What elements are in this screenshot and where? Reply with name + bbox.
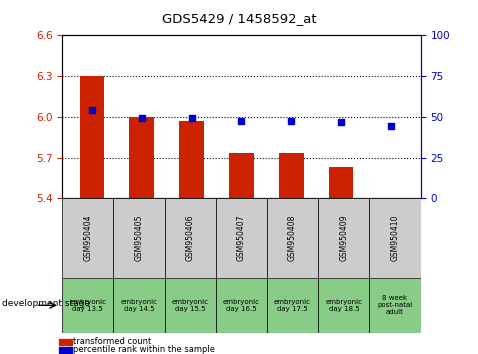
Bar xyxy=(328,167,353,198)
Bar xyxy=(113,198,164,278)
Point xyxy=(287,118,295,124)
Bar xyxy=(216,278,267,333)
Text: GSM950404: GSM950404 xyxy=(83,215,92,261)
Bar xyxy=(267,198,318,278)
Bar xyxy=(229,153,254,198)
Point xyxy=(88,107,96,113)
Bar xyxy=(279,153,304,198)
Text: embryonic
day 18.5: embryonic day 18.5 xyxy=(326,299,362,312)
Bar xyxy=(318,278,369,333)
Bar xyxy=(369,278,421,333)
Bar xyxy=(318,198,369,278)
Text: GSM950406: GSM950406 xyxy=(185,215,195,261)
Bar xyxy=(62,198,113,278)
Text: embryonic
day 13.5: embryonic day 13.5 xyxy=(69,299,106,312)
Bar xyxy=(216,198,267,278)
Text: embryonic
day 17.5: embryonic day 17.5 xyxy=(274,299,311,312)
Text: GSM950409: GSM950409 xyxy=(339,215,348,261)
Text: GDS5429 / 1458592_at: GDS5429 / 1458592_at xyxy=(162,12,316,25)
Bar xyxy=(130,117,154,198)
Point xyxy=(238,118,245,124)
Text: embryonic
day 16.5: embryonic day 16.5 xyxy=(223,299,260,312)
Bar xyxy=(79,76,105,198)
Text: GSM950405: GSM950405 xyxy=(134,215,143,261)
Bar xyxy=(179,121,204,198)
Bar xyxy=(113,278,164,333)
Bar xyxy=(62,278,113,333)
Bar xyxy=(164,198,216,278)
Bar xyxy=(369,198,421,278)
Text: GSM950407: GSM950407 xyxy=(237,215,246,261)
Bar xyxy=(164,278,216,333)
Text: embryonic
day 14.5: embryonic day 14.5 xyxy=(120,299,157,312)
Text: embryonic
day 15.5: embryonic day 15.5 xyxy=(172,299,209,312)
Point xyxy=(387,124,394,129)
Point xyxy=(138,115,146,121)
Text: percentile rank within the sample: percentile rank within the sample xyxy=(73,345,215,354)
Bar xyxy=(267,278,318,333)
Text: 8 week
post-natal
adult: 8 week post-natal adult xyxy=(378,295,413,315)
Text: GSM950410: GSM950410 xyxy=(391,215,400,261)
Text: transformed count: transformed count xyxy=(73,337,151,346)
Text: development stage: development stage xyxy=(2,299,90,308)
Point xyxy=(188,115,196,121)
Text: GSM950408: GSM950408 xyxy=(288,215,297,261)
Point xyxy=(337,119,345,125)
